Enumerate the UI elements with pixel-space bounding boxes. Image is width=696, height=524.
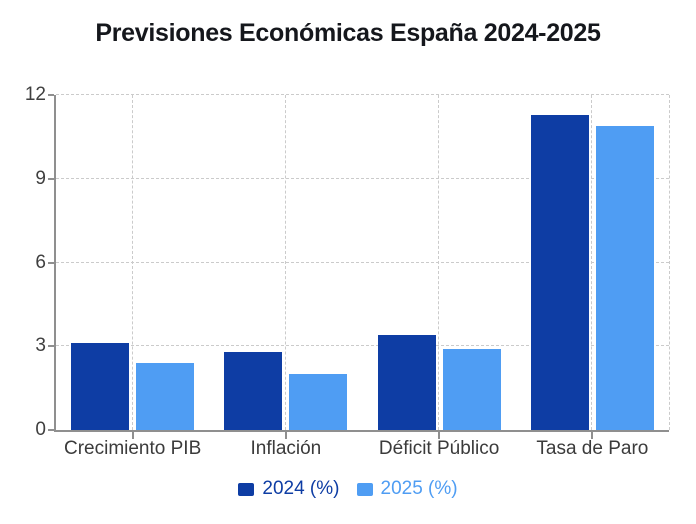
x-tick [591, 432, 594, 439]
y-tick-label: 0 [35, 419, 46, 440]
legend-item-2025: 2025 (%) [356, 478, 458, 500]
y-tick [48, 261, 54, 264]
y-gridline [56, 261, 669, 263]
x-axis-line [54, 430, 669, 432]
x-tick-label-d-ficit-p-blico: Déficit Público [378, 438, 500, 459]
bar-2025-tasa-de-paro [595, 125, 654, 430]
bar-2024-inflaci-n [224, 351, 283, 430]
x-gridline [284, 95, 286, 430]
y-tick [48, 429, 54, 431]
y-gridline [56, 345, 669, 347]
y-tick-label: 9 [35, 167, 46, 189]
y-axis-line [54, 95, 56, 432]
bar-2024-d-ficit-p-blico [377, 335, 436, 430]
y-tick [48, 345, 54, 348]
chart-title: Previsiones Económicas España 2024-2025 [95, 19, 601, 47]
legend-swatch [356, 482, 373, 496]
x-tick [438, 432, 441, 439]
y-tick-label: 12 [24, 84, 46, 105]
y-gridline [56, 94, 669, 95]
legend-swatch [238, 482, 255, 496]
x-gridline [591, 95, 593, 430]
bar-2025-crecimiento-pib [136, 363, 195, 430]
bar-2025-inflaci-n [289, 374, 348, 430]
plot-right-edge-gridline [669, 95, 670, 430]
x-tick-label-tasa-de-paro: Tasa de Paro [536, 438, 649, 459]
legend-item-2024: 2024 (%) [238, 478, 340, 500]
x-tick [131, 432, 134, 439]
bar-2024-tasa-de-paro [530, 114, 589, 430]
bar-2025-d-ficit-p-blico [442, 349, 501, 430]
bar-2024-crecimiento-pib [71, 343, 130, 430]
x-gridline [131, 95, 133, 430]
x-tick-label-crecimiento-pib: Crecimiento PIB [63, 438, 202, 459]
y-tick-label: 6 [35, 251, 46, 273]
x-tick-label-inflaci-n: Inflación [250, 438, 322, 459]
y-tick [48, 177, 54, 180]
legend-label: 2025 (%) [380, 478, 458, 499]
legend-label: 2024 (%) [262, 478, 340, 499]
y-gridline [56, 177, 669, 179]
x-tick [284, 432, 287, 439]
x-gridline [438, 95, 440, 430]
legend: 2024 (%) 2025 (%) [0, 478, 696, 500]
y-tick [48, 94, 54, 96]
y-tick-label: 3 [35, 335, 46, 357]
